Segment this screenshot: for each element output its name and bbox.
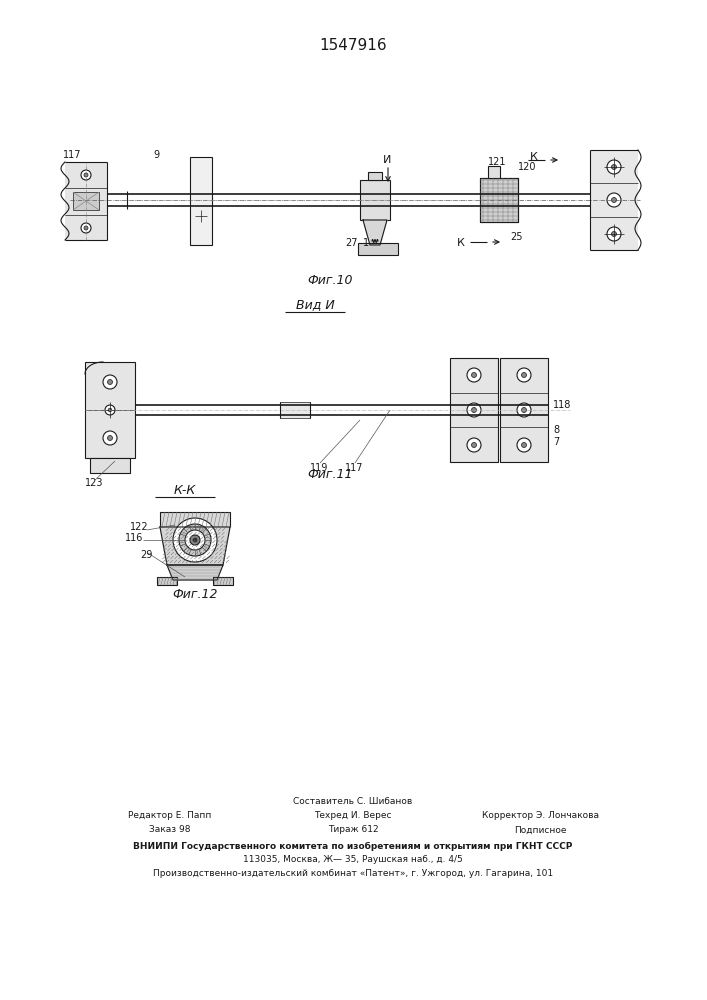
Bar (480, 178, 518, 222)
Circle shape (612, 164, 617, 169)
Text: Редактор Е. Папп: Редактор Е. Папп (128, 812, 211, 820)
Circle shape (467, 368, 481, 382)
Bar (90, 458, 130, 473)
Circle shape (607, 227, 621, 241)
Text: 9: 9 (153, 150, 159, 160)
Text: 27: 27 (345, 238, 358, 248)
Text: К-К: К-К (174, 484, 196, 496)
Circle shape (105, 405, 115, 415)
Text: И: И (383, 155, 392, 165)
Circle shape (173, 518, 217, 562)
Bar (360, 180, 390, 220)
Circle shape (467, 438, 481, 452)
Bar (368, 172, 382, 180)
Text: Фиг.11: Фиг.11 (308, 468, 353, 482)
Circle shape (517, 438, 531, 452)
Bar (85, 362, 135, 458)
Text: 122: 122 (130, 522, 148, 532)
Text: Заказ 98: Заказ 98 (149, 826, 191, 834)
Circle shape (522, 408, 527, 412)
Text: 116: 116 (125, 533, 144, 543)
Text: 25: 25 (510, 232, 522, 242)
Text: Составитель С. Шибанов: Составитель С. Шибанов (293, 798, 413, 806)
Circle shape (108, 408, 112, 412)
Text: Фиг.12: Фиг.12 (173, 588, 218, 601)
Text: К: К (530, 152, 538, 162)
Text: Фиг.10: Фиг.10 (308, 273, 353, 286)
Circle shape (522, 442, 527, 448)
Circle shape (472, 408, 477, 412)
Text: 8: 8 (553, 425, 559, 435)
Text: 117: 117 (345, 463, 363, 473)
Text: 119: 119 (310, 463, 328, 473)
Bar (488, 166, 500, 178)
Circle shape (612, 232, 617, 236)
Text: 120: 120 (518, 162, 537, 172)
Text: 7: 7 (553, 437, 559, 447)
Bar (450, 358, 498, 462)
Circle shape (467, 403, 481, 417)
Text: 123: 123 (85, 478, 103, 488)
Bar (213, 577, 233, 585)
Circle shape (472, 442, 477, 448)
Text: Тираж 612: Тираж 612 (327, 826, 378, 834)
Text: Вид И: Вид И (296, 298, 334, 312)
Bar (73, 192, 99, 210)
Text: Подписное: Подписное (514, 826, 566, 834)
Text: 121: 121 (488, 157, 506, 167)
Circle shape (185, 530, 205, 550)
Text: К: К (457, 238, 465, 248)
Text: ВНИИПИ Государственного комитета по изобретениям и открытиям при ГКНТ СССР: ВНИИПИ Государственного комитета по изоб… (134, 841, 573, 851)
Bar (65, 162, 107, 240)
Bar (160, 512, 230, 527)
Circle shape (81, 223, 91, 233)
Text: 113035, Москва, Ж— 35, Раушская наб., д. 4/5: 113035, Москва, Ж— 35, Раушская наб., д.… (243, 856, 463, 864)
Bar (280, 402, 310, 418)
Bar (157, 577, 177, 585)
Circle shape (103, 431, 117, 445)
Circle shape (84, 173, 88, 177)
Circle shape (517, 403, 531, 417)
Circle shape (107, 379, 112, 384)
Circle shape (103, 375, 117, 389)
Circle shape (84, 226, 88, 230)
Circle shape (81, 170, 91, 180)
Polygon shape (167, 565, 223, 580)
Circle shape (607, 160, 621, 174)
Bar (500, 358, 548, 462)
Bar (590, 150, 638, 250)
Circle shape (607, 193, 621, 207)
Bar (190, 157, 212, 245)
Circle shape (612, 198, 617, 202)
Polygon shape (363, 220, 387, 245)
Circle shape (179, 524, 211, 556)
Bar (480, 178, 518, 222)
Circle shape (190, 535, 200, 545)
Text: 1547916: 1547916 (319, 37, 387, 52)
Text: Техред И. Верес: Техред И. Верес (314, 812, 392, 820)
Text: 117: 117 (63, 150, 81, 160)
Bar (358, 243, 398, 255)
Circle shape (193, 538, 197, 542)
Polygon shape (160, 527, 230, 565)
Text: 1: 1 (363, 238, 369, 248)
Text: 29: 29 (140, 550, 153, 560)
Circle shape (517, 368, 531, 382)
Text: 118: 118 (553, 400, 571, 410)
Text: Корректор Э. Лончакова: Корректор Э. Лончакова (481, 812, 599, 820)
Text: Производственно-издательский комбинат «Патент», г. Ужгород, ул. Гагарина, 101: Производственно-издательский комбинат «П… (153, 869, 553, 879)
Circle shape (107, 436, 112, 440)
Circle shape (472, 372, 477, 377)
Circle shape (522, 372, 527, 377)
